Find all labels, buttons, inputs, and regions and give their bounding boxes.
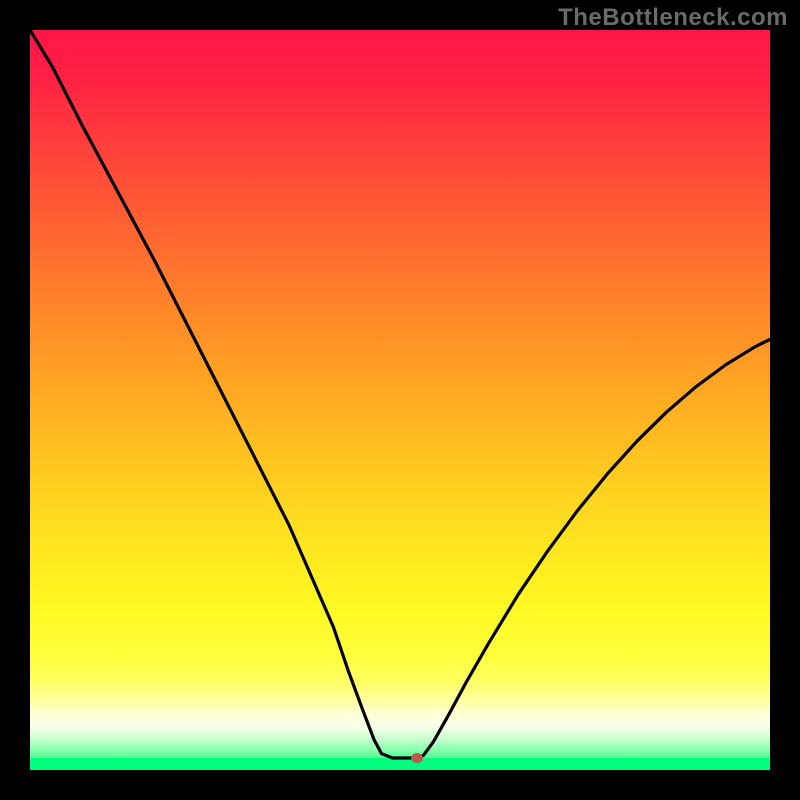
bottom-band [30,758,770,770]
trough-marker [411,753,423,763]
watermark-label: TheBottleneck.com [558,4,788,32]
chart-svg [0,0,800,800]
gradient-background [30,30,770,770]
chart-container: TheBottleneck.com [0,0,800,800]
